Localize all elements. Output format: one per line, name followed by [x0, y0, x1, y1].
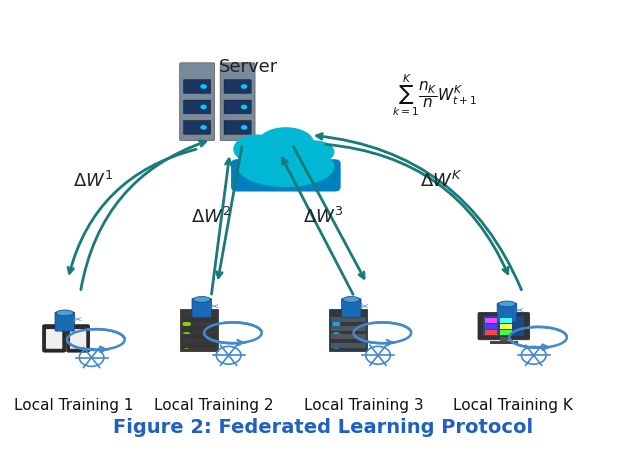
- Text: $\Delta W^2$: $\Delta W^2$: [191, 207, 231, 226]
- Bar: [181, 344, 216, 349]
- Text: $\Delta W^1$: $\Delta W^1$: [73, 170, 113, 191]
- FancyBboxPatch shape: [184, 80, 211, 94]
- Circle shape: [241, 106, 247, 110]
- Text: Figure 2: Federated Learning Protocol: Figure 2: Federated Learning Protocol: [113, 417, 534, 436]
- FancyBboxPatch shape: [180, 309, 218, 351]
- FancyBboxPatch shape: [485, 324, 497, 329]
- Text: Local Training 2: Local Training 2: [155, 397, 274, 412]
- FancyBboxPatch shape: [224, 80, 251, 94]
- FancyBboxPatch shape: [329, 309, 367, 351]
- FancyBboxPatch shape: [500, 324, 512, 329]
- Circle shape: [241, 85, 247, 90]
- Ellipse shape: [294, 141, 335, 164]
- Circle shape: [332, 332, 340, 338]
- FancyBboxPatch shape: [483, 316, 525, 337]
- FancyBboxPatch shape: [67, 325, 90, 352]
- Bar: [490, 341, 518, 345]
- FancyBboxPatch shape: [485, 330, 497, 335]
- FancyBboxPatch shape: [220, 64, 255, 141]
- Ellipse shape: [193, 297, 211, 303]
- Circle shape: [241, 126, 247, 130]
- Bar: [181, 326, 216, 331]
- Text: ✂: ✂: [515, 306, 524, 316]
- Circle shape: [183, 332, 191, 338]
- Bar: [331, 326, 366, 331]
- Ellipse shape: [343, 297, 360, 303]
- Text: Local Training 3: Local Training 3: [304, 397, 424, 412]
- Ellipse shape: [233, 135, 282, 164]
- FancyBboxPatch shape: [224, 121, 251, 135]
- FancyBboxPatch shape: [180, 64, 214, 141]
- Ellipse shape: [258, 128, 314, 160]
- Bar: [331, 335, 366, 340]
- FancyBboxPatch shape: [192, 299, 212, 318]
- Text: Local Training K: Local Training K: [453, 397, 573, 412]
- FancyBboxPatch shape: [231, 160, 341, 192]
- Text: $\Delta W^K$: $\Delta W^K$: [420, 170, 463, 191]
- Text: Server: Server: [219, 57, 278, 75]
- FancyBboxPatch shape: [500, 318, 512, 323]
- Ellipse shape: [499, 301, 516, 307]
- Text: ✂: ✂: [359, 301, 368, 311]
- FancyBboxPatch shape: [184, 121, 211, 135]
- Circle shape: [200, 126, 207, 130]
- Bar: [181, 317, 216, 322]
- Text: ✂: ✂: [210, 301, 219, 311]
- Circle shape: [183, 322, 191, 327]
- Bar: [331, 317, 366, 322]
- Bar: [181, 335, 216, 340]
- Bar: [500, 337, 508, 342]
- FancyBboxPatch shape: [184, 101, 211, 115]
- FancyBboxPatch shape: [478, 313, 530, 340]
- Text: $\sum_{k=1}^{K} \dfrac{n_K}{n} W_{t+1}^{K}$: $\sum_{k=1}^{K} \dfrac{n_K}{n} W_{t+1}^{…: [392, 73, 477, 118]
- FancyBboxPatch shape: [342, 299, 361, 318]
- Circle shape: [200, 106, 207, 110]
- Text: Local Training 1: Local Training 1: [15, 397, 134, 412]
- Text: ✂: ✂: [73, 315, 81, 325]
- Circle shape: [183, 343, 191, 349]
- FancyBboxPatch shape: [43, 325, 66, 352]
- FancyBboxPatch shape: [224, 101, 251, 115]
- Circle shape: [332, 322, 340, 327]
- FancyBboxPatch shape: [497, 304, 517, 322]
- FancyBboxPatch shape: [70, 329, 86, 349]
- FancyBboxPatch shape: [46, 329, 62, 349]
- Text: $\Delta W^3$: $\Delta W^3$: [303, 207, 343, 226]
- Circle shape: [200, 85, 207, 90]
- FancyBboxPatch shape: [485, 318, 497, 323]
- FancyBboxPatch shape: [500, 330, 512, 335]
- Circle shape: [332, 343, 340, 349]
- Bar: [331, 344, 366, 349]
- FancyBboxPatch shape: [55, 313, 74, 331]
- Ellipse shape: [237, 147, 335, 188]
- Ellipse shape: [56, 310, 73, 316]
